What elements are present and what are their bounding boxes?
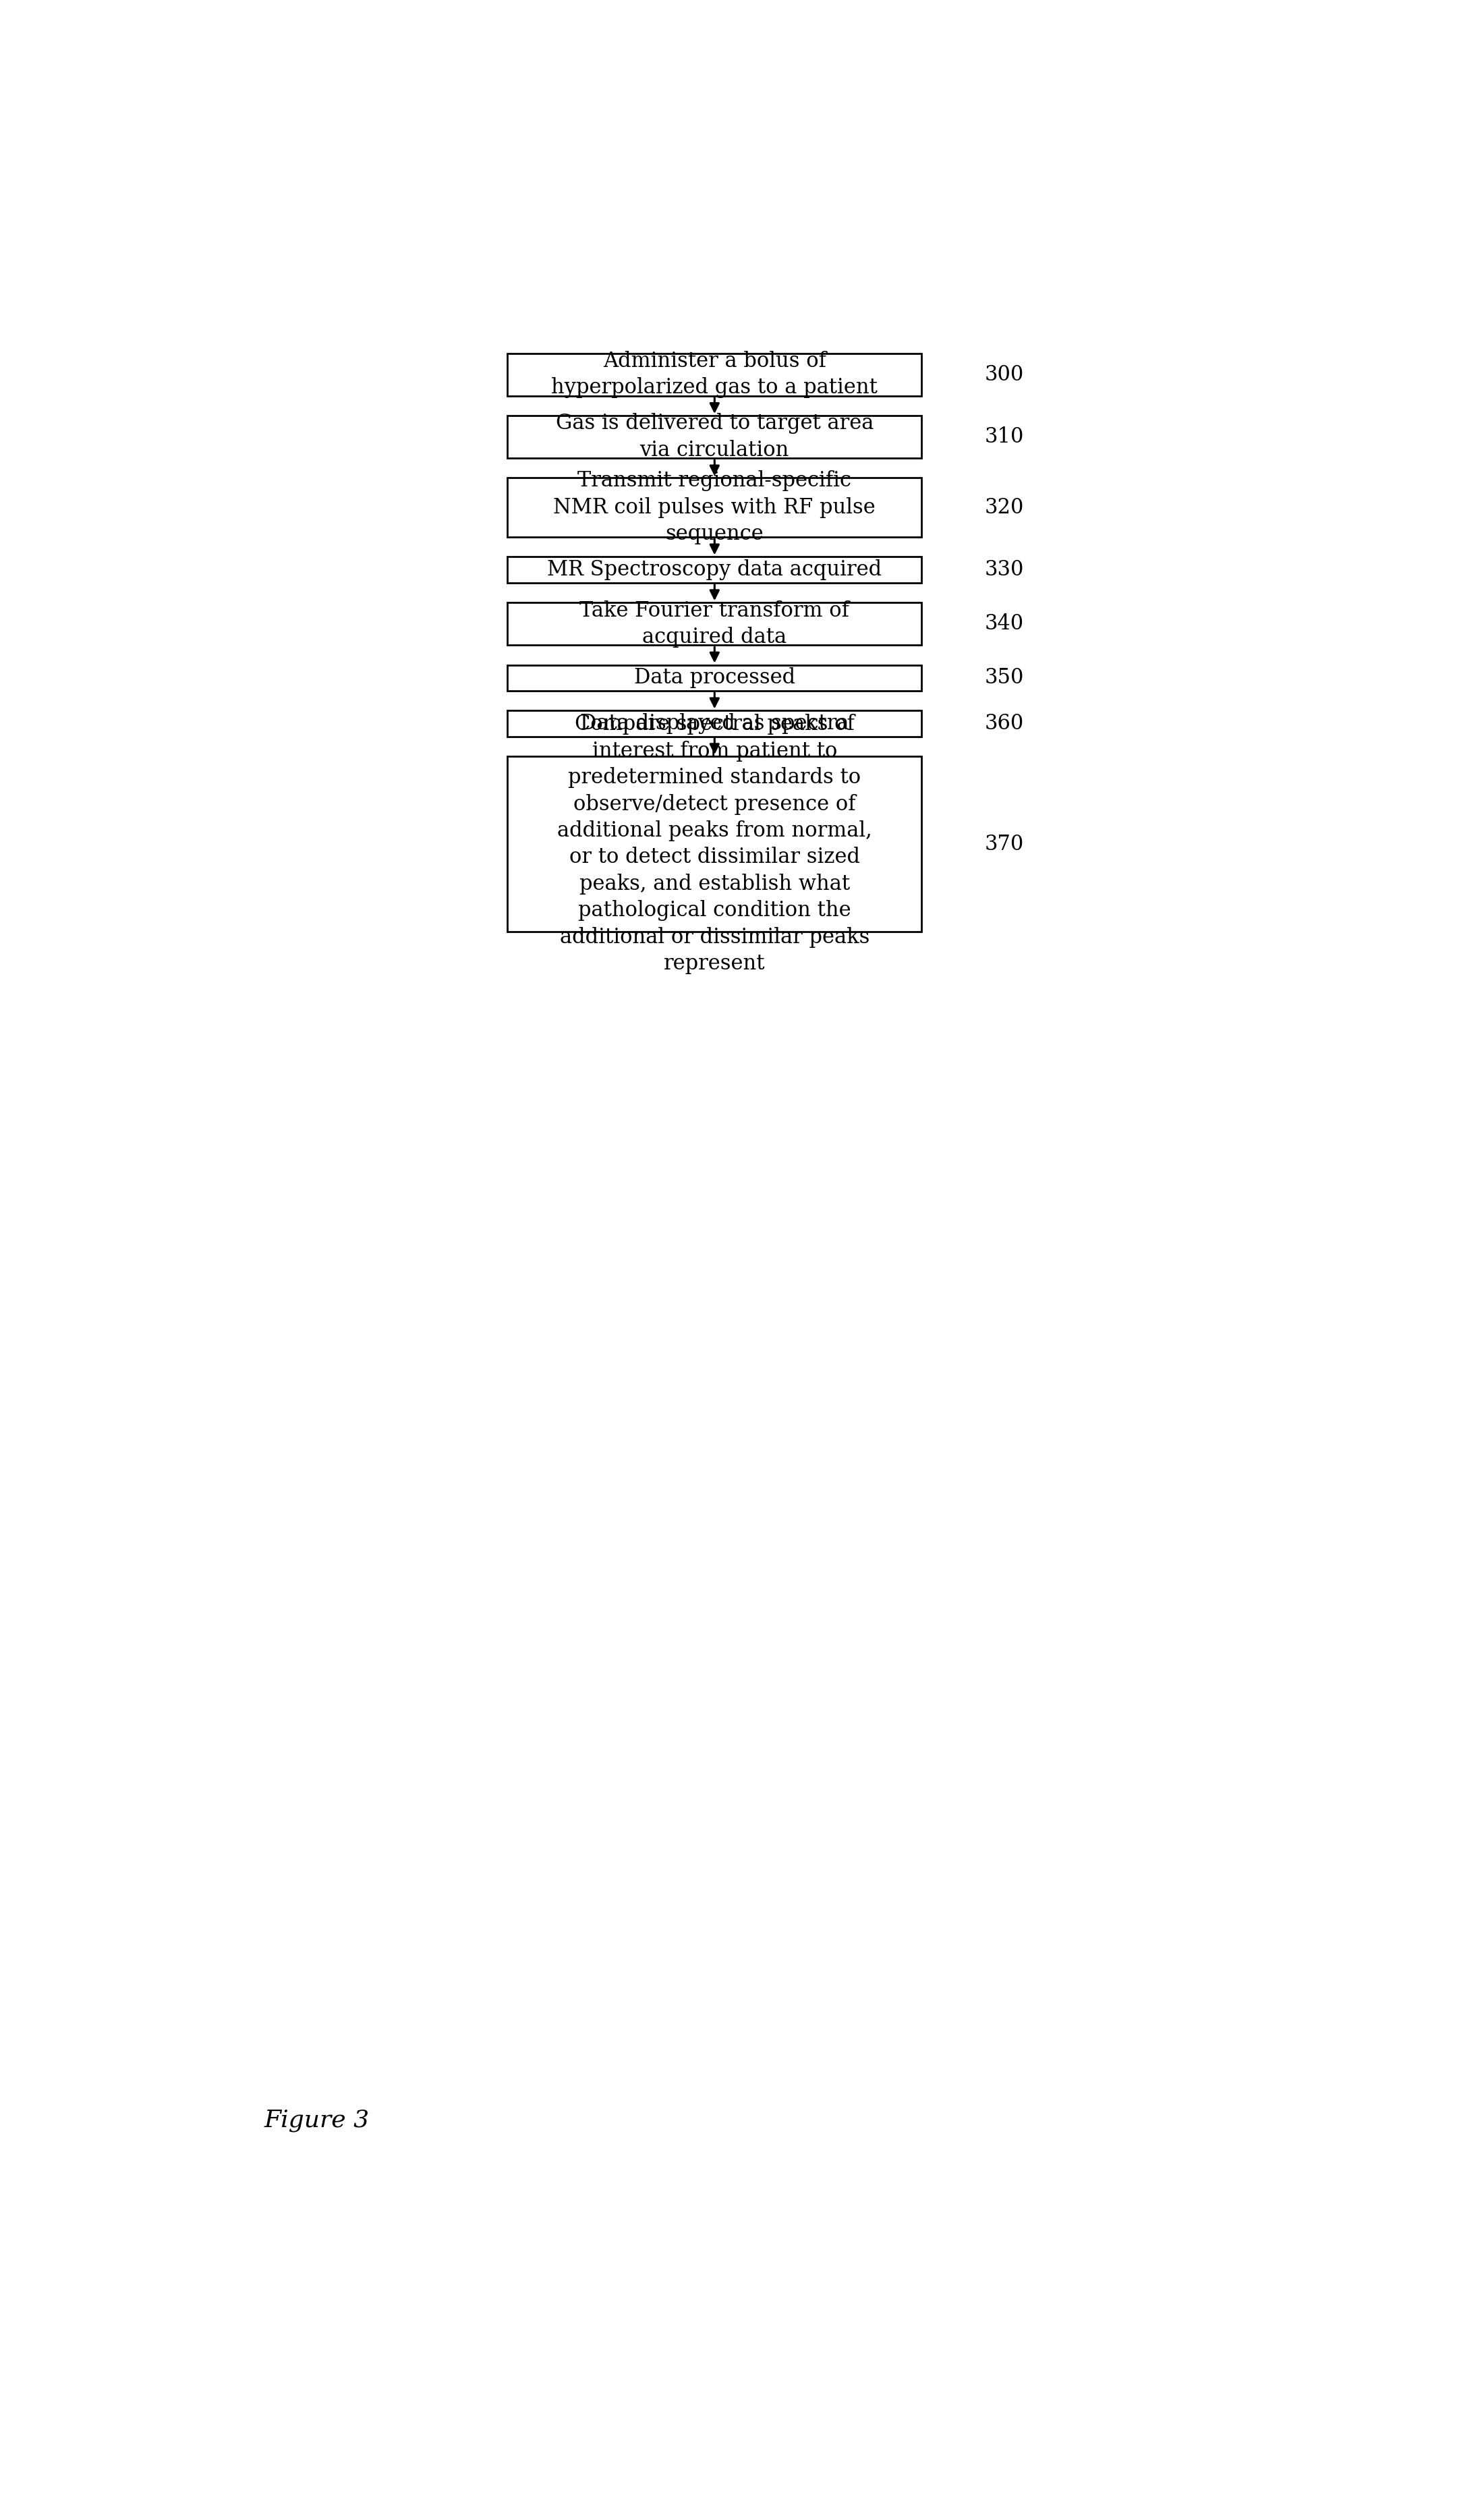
- FancyBboxPatch shape: [508, 354, 922, 397]
- FancyBboxPatch shape: [508, 665, 922, 691]
- Text: Compare spectral peaks of
interest from patient to
predetermined standards to
ob: Compare spectral peaks of interest from …: [556, 713, 873, 974]
- Text: 310: 310: [985, 427, 1024, 447]
- FancyBboxPatch shape: [508, 557, 922, 583]
- Text: Figure 3: Figure 3: [264, 2109, 370, 2132]
- Text: 370: 370: [985, 834, 1024, 854]
- Text: Take Fourier transform of
acquired data: Take Fourier transform of acquired data: [580, 600, 849, 648]
- FancyBboxPatch shape: [508, 417, 922, 457]
- FancyBboxPatch shape: [508, 756, 922, 932]
- Text: Data processed: Data processed: [634, 668, 795, 688]
- FancyBboxPatch shape: [508, 477, 922, 537]
- FancyBboxPatch shape: [508, 711, 922, 736]
- Text: Administer a bolus of
hyperpolarized gas to a patient: Administer a bolus of hyperpolarized gas…: [552, 352, 877, 399]
- Text: Data displayed as spectra: Data displayed as spectra: [580, 713, 849, 733]
- Text: Gas is delivered to target area
via circulation: Gas is delivered to target area via circ…: [555, 414, 874, 460]
- Text: MR Spectroscopy data acquired: MR Spectroscopy data acquired: [548, 560, 881, 580]
- Text: 350: 350: [985, 668, 1024, 688]
- Text: Transmit regional-specific
NMR coil pulses with RF pulse
sequence: Transmit regional-specific NMR coil puls…: [554, 470, 876, 545]
- Text: 330: 330: [985, 560, 1024, 580]
- FancyBboxPatch shape: [508, 603, 922, 645]
- Text: 360: 360: [985, 713, 1024, 733]
- Text: 320: 320: [985, 497, 1024, 517]
- Text: 340: 340: [985, 613, 1024, 635]
- Text: 300: 300: [985, 364, 1024, 384]
